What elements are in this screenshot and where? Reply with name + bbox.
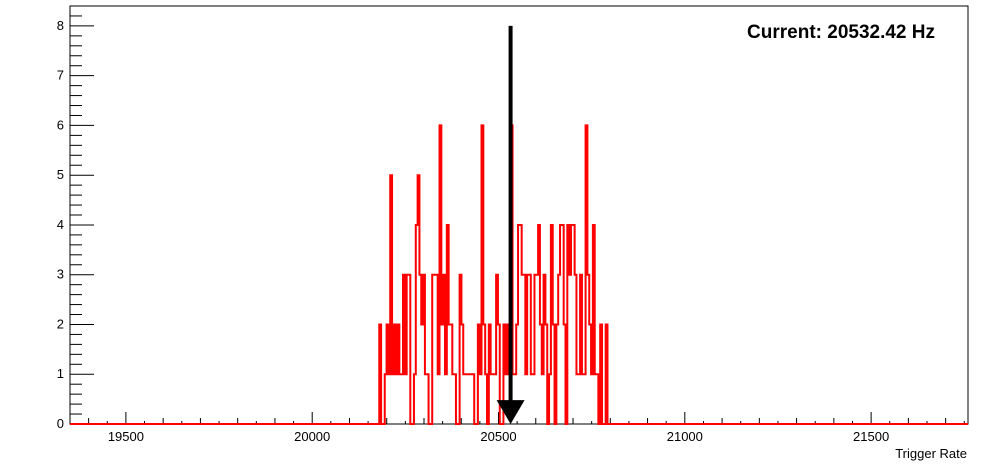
arrow-head [496, 400, 525, 424]
y-tick-label: 7 [57, 68, 64, 83]
y-tick-label: 6 [57, 117, 64, 132]
current-rate-arrow [496, 25, 525, 424]
y-tick-label: 5 [57, 167, 64, 182]
y-axis: 0 1 2 3 4 5 6 7 8 [57, 5, 94, 431]
x-axis-title: Trigger Rate [895, 446, 967, 461]
x-tick-label: 19500 [108, 429, 144, 444]
x-tick-label: 21500 [853, 429, 889, 444]
histogram-series [70, 124, 968, 425]
current-rate-label: Current: 20532.42 Hz [747, 22, 935, 43]
y-tick-label: 3 [57, 267, 64, 282]
y-tick-label: 1 [57, 366, 64, 381]
x-tick-label: 20000 [294, 429, 330, 444]
y-tick-label: 4 [57, 217, 64, 232]
x-tick-label: 20500 [480, 429, 516, 444]
y-tick-label: 0 [57, 416, 64, 431]
x-axis: 19500 20000 20500 21000 21500 [69, 412, 965, 444]
histogram-line [70, 124, 968, 425]
y-tick-label: 2 [57, 316, 64, 331]
y-tick-label: 8 [57, 18, 64, 33]
plot-frame [69, 5, 969, 425]
x-tick-label: 21000 [667, 429, 703, 444]
